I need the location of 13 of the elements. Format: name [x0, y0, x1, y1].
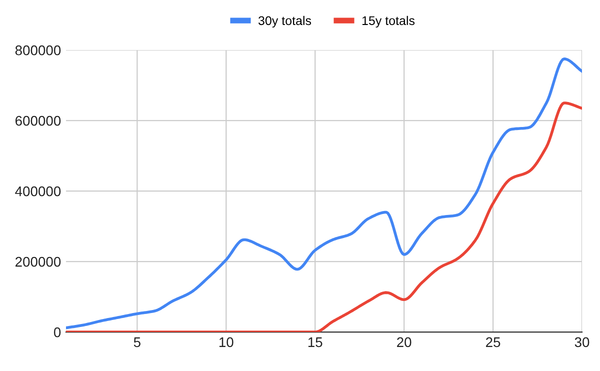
y-tick-label: 600000: [16, 116, 61, 126]
y-tick-label: 800000: [15, 45, 61, 56]
x-tick-label: 10: [219, 337, 234, 348]
y-tick-label: 0: [54, 327, 61, 338]
x-tick-label: 5: [134, 337, 140, 348]
x-tick-label: 20: [397, 337, 412, 348]
legend-label: 15y totals: [362, 16, 415, 28]
legend-label: 30y totals: [258, 16, 312, 28]
x-tick-label: 30: [574, 337, 590, 348]
x-tick-label: 15: [308, 337, 322, 348]
y-tick-label: 200000: [15, 256, 61, 267]
x-tick-label: 25: [486, 337, 500, 348]
y-tick-label: 400000: [15, 186, 61, 196]
